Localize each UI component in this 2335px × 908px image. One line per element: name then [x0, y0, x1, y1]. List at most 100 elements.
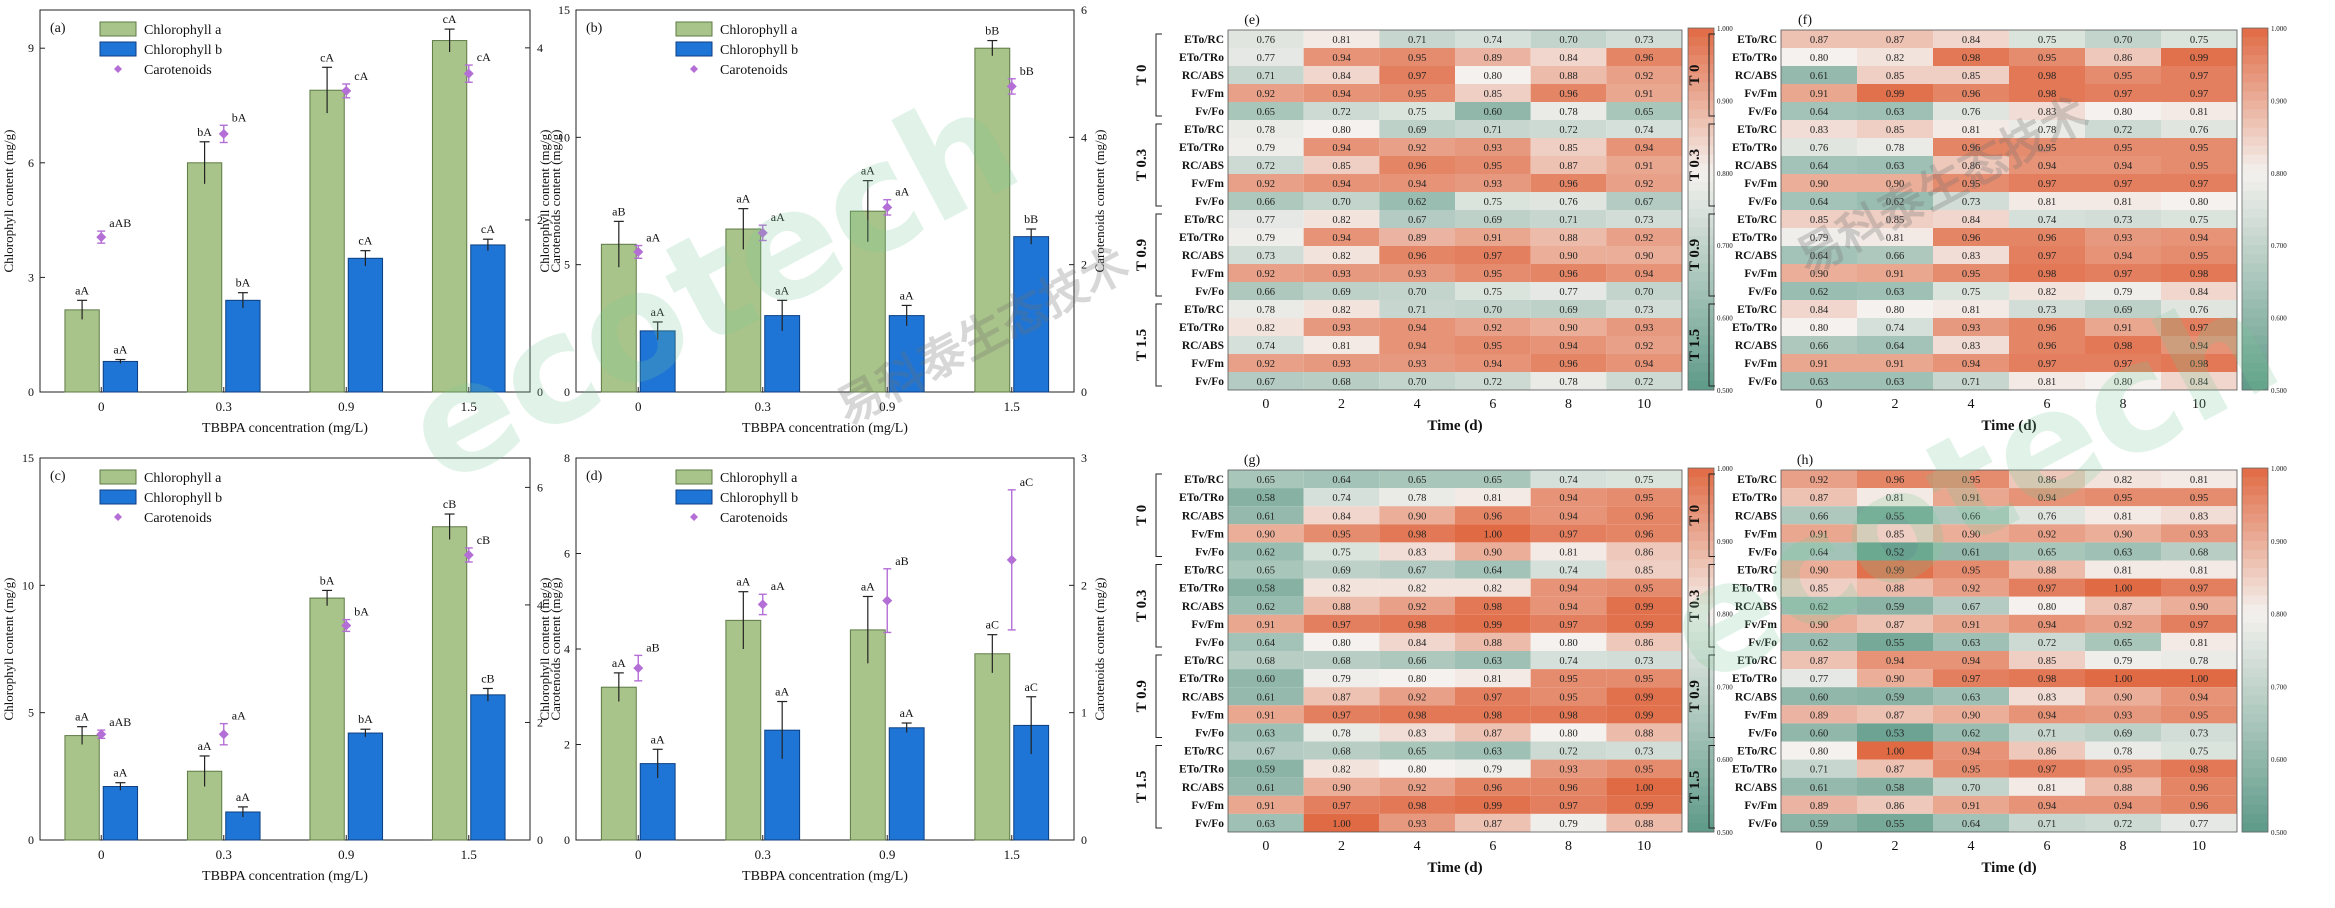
panel-f-heat-cell [1933, 120, 2009, 138]
panel-h-heat-cell [2009, 488, 2085, 507]
panel-g-heat-cell [1228, 795, 1304, 814]
panel-h-cell-value: 0.95 [2190, 493, 2208, 504]
panel-e-heat-cell [1606, 48, 1682, 66]
panel-h-heat-cell [2161, 632, 2237, 651]
panel-c-bar-chl-a [64, 735, 100, 841]
panel-e-heat-cell [1228, 246, 1304, 264]
panel-a-label-chl-a: aA [75, 283, 89, 297]
panel-e-x-tick-label: 6 [1489, 397, 1496, 412]
panel-h-heat-cell [1857, 542, 1933, 561]
panel-c-legend-swatch-chl-b [99, 489, 137, 505]
panel-f-cell-value: 0.96 [1962, 89, 1980, 100]
panel-e-heat-cell [1379, 48, 1455, 66]
panel-f-colorbar-segment [2242, 109, 2268, 119]
panel-h-colorbar-segment [2242, 668, 2268, 678]
panel-g-cell-value: 0.82 [1408, 584, 1426, 595]
panel-h-heat-cell [2085, 542, 2161, 561]
panel-f-cell-value: 0.83 [2038, 107, 2056, 118]
panel-e-cell-value: 0.94 [1635, 143, 1654, 154]
panel-g-heat-cell [1379, 723, 1455, 742]
panel-f-cell-value: 0.76 [2190, 125, 2208, 136]
panel-h-cell-value: 0.89 [1810, 801, 1828, 812]
panel-h-heat-cell [2085, 578, 2161, 597]
panel-e-colorbar-segment [1688, 209, 1714, 219]
panel-b-bar-chl-b [639, 330, 676, 393]
panel-e-colorbar-segment [1688, 362, 1714, 373]
panel-h-colorbar-segment [2242, 741, 2268, 751]
panel-g-cell-value: 0.87 [1332, 692, 1350, 703]
panel-g-row-label: ETo/RC [1184, 565, 1224, 577]
panel-e-colorbar-segment [1688, 353, 1714, 364]
panel-h-cell-value: 0.94 [1962, 656, 1981, 667]
panel-e-cell-value: 0.94 [1559, 341, 1578, 352]
panel-f-heat-cell [2085, 120, 2161, 138]
panel-h-heat-cell [1857, 705, 1933, 724]
panel-e-heat-cell [1228, 30, 1304, 48]
panel-g-colorbar-segment [1688, 822, 1714, 833]
panel-c-y-tick-label: 0 [28, 833, 34, 847]
panel-e-cell-value: 0.82 [1332, 251, 1350, 262]
panel-h-heat-cell [2161, 506, 2237, 525]
panel-h-cell-value: 0.92 [1962, 584, 1980, 595]
panel-g-cell-value: 0.65 [1257, 566, 1275, 577]
panel-h-heat-cell [2085, 813, 2161, 832]
panel-e-heat-cell [1606, 300, 1682, 318]
panel-e-cell-value: 0.74 [1635, 125, 1654, 136]
panel-f-cell-value: 0.95 [2038, 53, 2056, 64]
panel-g-cell-value: 0.84 [1332, 511, 1351, 522]
panel-h-heat-cell [1781, 614, 1857, 633]
panel-g-heat-cell [1303, 777, 1380, 796]
panel-g-heat-cell [1379, 795, 1455, 814]
panel-h-cell-value: 0.59 [1810, 819, 1828, 830]
panel-g-colorbar-tick: 1.000 [1717, 465, 1733, 473]
panel-f-letter: (f) [1798, 13, 1812, 28]
panel-g-row-label: ETo/TRo [1179, 673, 1224, 685]
panel-g-cell-value: 0.75 [1332, 547, 1350, 558]
panel-h-cell-value: 1.00 [2114, 674, 2132, 685]
panel-h-cell-value: 0.62 [1810, 638, 1828, 649]
panel-h-row-label: Fv/Fo [1748, 727, 1777, 739]
panel-f-cell-value: 0.76 [1810, 143, 1828, 154]
panel-g-heat-cell [1303, 813, 1380, 832]
panel-g-heat-cell [1606, 488, 1682, 507]
panel-h-cell-value: 0.70 [1962, 783, 1980, 794]
panel-h-colorbar-segment [2242, 650, 2268, 660]
panel-h-cell-value: 0.59 [1886, 602, 1904, 613]
panel-f-cell-value: 0.83 [1962, 251, 1980, 262]
panel-h-cell-value: 0.92 [2114, 620, 2132, 631]
panel-f-heat-cell [2009, 48, 2085, 66]
panel-h-heat-cell [1781, 542, 1857, 561]
panel-h-heat-cell [2085, 759, 2161, 778]
panel-h-cell-value: 0.65 [2114, 638, 2132, 649]
panel-f-heat-cell [2161, 156, 2237, 174]
panel-e-heat-cell [1303, 210, 1380, 228]
panel-f-heat-cell [1933, 300, 2009, 318]
panel-f-cell-value: 0.94 [2038, 161, 2057, 172]
panel-h-cell-value: 0.82 [2114, 475, 2132, 486]
panel-f-heat-cell [2009, 138, 2085, 156]
panel-e-heat-cell [1379, 156, 1455, 174]
panel-e-heat-cell [1606, 246, 1682, 264]
panel-f-cell-value: 0.79 [1810, 233, 1828, 244]
panel-f-colorbar-segment [2242, 263, 2268, 273]
panel-g-heat-cell [1606, 741, 1682, 760]
panel-f-heat-cell [1933, 282, 2009, 300]
panel-c-y2-tick-label: 2 [537, 715, 543, 729]
panel-g-cell-value: 0.99 [1635, 801, 1653, 812]
panel-h-row-label: RC/ABS [1735, 691, 1777, 703]
panel-h-cell-value: 0.94 [1886, 656, 1905, 667]
panel-e-cell-value: 0.94 [1332, 53, 1351, 64]
panel-e-heat-cell [1530, 300, 1607, 318]
panel-g-colorbar-segment [1688, 549, 1714, 560]
panel-f-cell-value: 0.87 [1810, 35, 1828, 46]
panel-e-heat-cell [1379, 66, 1455, 84]
panel-g-row-label: RC/ABS [1182, 782, 1224, 794]
panel-g-row-label: RC/ABS [1182, 510, 1224, 522]
panel-c-y-tick-label: 5 [28, 706, 34, 720]
panel-g-heat-cell [1379, 651, 1455, 670]
panel-h-heat-cell [2085, 614, 2161, 633]
panel-g-xlabel: Time (d) [1427, 860, 1482, 876]
panel-g-cell-value: 0.66 [1408, 656, 1426, 667]
panel-d-point-carotenoid [757, 599, 768, 610]
panel-b-bar-chl-a [725, 228, 762, 393]
